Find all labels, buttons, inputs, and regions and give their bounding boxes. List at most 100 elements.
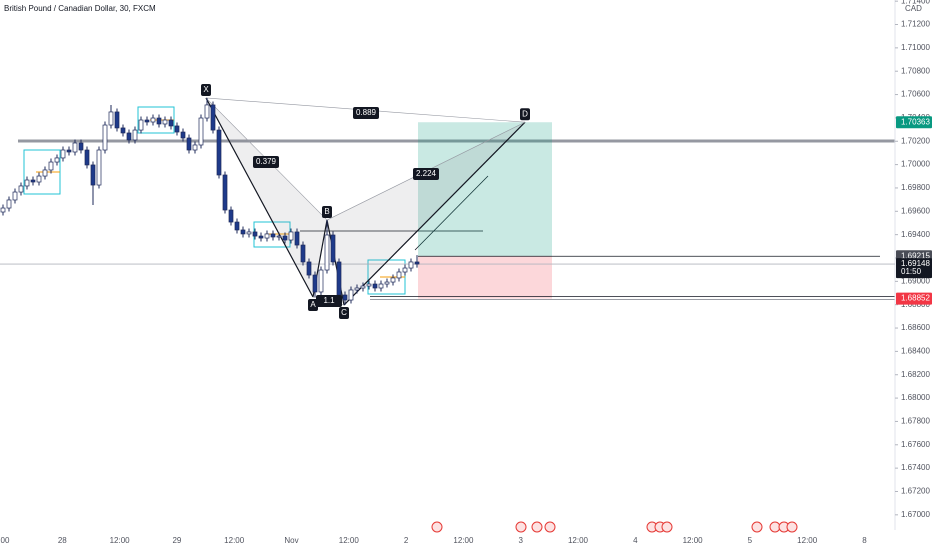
candle-body [138, 119, 144, 131]
candle-body [366, 283, 372, 287]
candle-body [102, 124, 108, 151]
point-label: C [341, 308, 347, 317]
y-tick-label: 1.67600 [901, 440, 930, 449]
point-badge [308, 298, 318, 311]
x-tick-label: 12:00 [453, 536, 474, 545]
axis-unit: CAD [905, 4, 922, 13]
pattern-leg [205, 97, 314, 298]
candle-body [330, 234, 336, 263]
candle-body [150, 117, 156, 123]
x-tick-label: 12:00 [110, 536, 131, 545]
x-tick-label: 12:00 [339, 536, 360, 545]
point-label: X [203, 85, 209, 94]
candle-body [90, 164, 96, 186]
candle-body [204, 104, 210, 119]
y-tick-label: 1.68200 [901, 370, 930, 379]
candle-body [144, 119, 150, 123]
point-badge [520, 108, 530, 121]
candle-body [48, 161, 54, 171]
candle-body [264, 233, 270, 239]
pattern-leg [343, 121, 526, 306]
x-tick-label: 28 [58, 536, 67, 545]
ratio-label: 2.224 [416, 169, 437, 178]
levels [18, 139, 895, 232]
candle-body [336, 261, 342, 296]
candle-body [30, 179, 36, 183]
candle-body [108, 111, 114, 126]
y-tick-label: 1.69600 [901, 206, 930, 215]
candle-body [96, 149, 102, 186]
event-icons [431, 521, 798, 533]
candle-body [0, 207, 6, 213]
candle-body [270, 233, 276, 238]
candle-body [324, 234, 330, 271]
y-tick-label: 1.67800 [901, 417, 930, 426]
x-tick-label: Nov [284, 536, 298, 545]
candle-body [168, 119, 174, 127]
chart-title: British Pound / Canadian Dollar, 30, FXC… [4, 4, 156, 13]
ratio-label: 1.1 [323, 296, 335, 305]
candle-body [294, 231, 300, 246]
candle-body [288, 231, 294, 241]
ratio-label: 0.379 [256, 157, 277, 166]
price-badge [896, 258, 932, 279]
candle-body [396, 271, 402, 279]
x-tick-label: 12:00 [683, 536, 704, 545]
pattern-labels: X A B C D 0.889 0.379 2.224 1.1 [201, 83, 530, 320]
candle-body [24, 179, 30, 187]
candle-body [306, 261, 312, 276]
x-tick-label: 5 [748, 536, 753, 545]
candle-body [360, 285, 366, 289]
candle-body [414, 261, 420, 265]
ratio-badge [413, 168, 439, 180]
pattern-fill [327, 122, 525, 306]
candle-body [390, 277, 396, 283]
candle-body [282, 235, 288, 241]
ratio-badge [316, 295, 342, 307]
price-badge [896, 292, 932, 305]
candle-body [402, 267, 408, 273]
x-tick-label: 8 [862, 536, 867, 545]
candle-body [192, 144, 198, 151]
candle-body [42, 169, 48, 177]
ratio-badge [353, 107, 379, 119]
y-tick-label: 1.69400 [901, 230, 930, 239]
candle-body [66, 149, 72, 153]
candle-body [54, 157, 60, 163]
countdown: 01:50 [901, 267, 922, 276]
y-tick-label: 1.70000 [901, 160, 930, 169]
candle-body [318, 269, 324, 293]
candle-body [72, 142, 78, 153]
candle-body [114, 111, 120, 129]
x-tick-label: 4 [633, 536, 638, 545]
price-badge-label: 1.68852 [901, 294, 930, 303]
price-badge [896, 116, 932, 129]
candle-body [36, 175, 42, 183]
candle-body [198, 117, 204, 146]
y-tick-label: 1.71200 [901, 20, 930, 29]
time-axis: 00 28 12:00 29 12:00 Nov 12:00 2 12:00 3 12:00 4 12:… [1, 536, 868, 545]
event-icon [661, 521, 673, 533]
candle-body [18, 185, 24, 193]
candle-body [222, 174, 228, 211]
x-tick-label: 12:00 [797, 536, 818, 545]
x-tick-label: 12:00 [568, 536, 589, 545]
candle-body [126, 132, 132, 141]
candle-body [372, 283, 378, 289]
point-badge [322, 206, 332, 219]
candle-body [228, 209, 234, 223]
y-tick-label: 1.71400 [901, 0, 930, 5]
candle-body [348, 289, 354, 301]
price-badge-label: 1.69148 [901, 259, 930, 268]
candle-body [246, 231, 252, 235]
x-tick-label: 12:00 [224, 536, 245, 545]
y-tick-label: 1.68400 [901, 346, 930, 355]
ratio-badge [253, 156, 279, 168]
y-tick-label: 1.70800 [901, 66, 930, 75]
candle-body [186, 137, 192, 151]
stop-zone [418, 256, 552, 299]
candle-body [276, 235, 282, 238]
y-tick-label: 1.69000 [901, 276, 930, 285]
